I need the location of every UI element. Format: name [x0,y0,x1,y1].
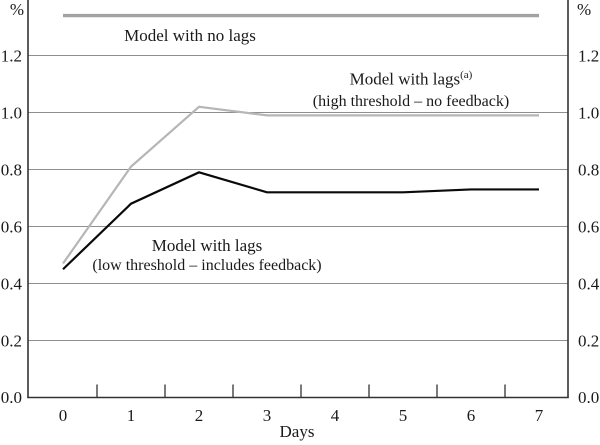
annotation-model-lags-low-line2: (low threshold – includes feedback) [92,257,322,274]
y-tick-label-left: 0.6 [1,218,22,237]
y-tick-label-right: 0.6 [578,218,599,237]
x-tick-label: 5 [399,406,408,425]
y-axis-unit-right: % [577,0,592,19]
y-tick-label-left: 0.4 [1,275,23,294]
y-tick-label-right: 1.2 [578,47,599,66]
y-tick-label-left: 0.2 [1,332,22,351]
x-tick-label: 0 [59,406,68,425]
y-tick-label-left: 1.2 [1,47,22,66]
x-tick-label: 2 [195,406,204,425]
y-tick-label-right: 0.8 [578,161,599,180]
y-tick-label-right: 1.0 [578,104,599,123]
annotation-model-lags-low: Model with lags (low threshold – include… [92,236,321,276]
x-tick-label: 4 [331,406,340,425]
series-line-1 [62,105,539,265]
series-line-2 [62,171,539,271]
annotation-model-no-lags-text: Model with no lags [124,26,256,45]
x-tick-label: 1 [127,406,136,425]
y-tick-label-left: 0.8 [1,161,22,180]
y-tick-label-right: 0.2 [578,332,599,351]
annotation-model-lags-low-line1: Model with lags [151,236,263,255]
y-tick-label-left: 0.0 [1,388,22,407]
x-tick-label: 7 [535,406,544,425]
x-axis-title: Days [279,422,315,441]
x-tick-label: 6 [467,406,476,425]
annotation-model-no-lags: Model with no lags [124,26,256,46]
footnote-marker: (a) [460,69,473,81]
y-tick-label-left: 1.0 [1,104,22,123]
y-tick-label-right: 0.4 [578,275,600,294]
annotation-model-lags-high: Model with lags(a) (high threshold – no … [313,64,509,113]
annotation-model-lags-high-line1: Model with lags(a) [349,69,473,89]
annotation-model-lags-high-line2: (high threshold – no feedback) [312,92,510,110]
x-tick-label: 3 [263,406,272,425]
y-tick-label-right: 0.0 [578,388,599,407]
y-axis-unit-left: % [9,0,24,19]
